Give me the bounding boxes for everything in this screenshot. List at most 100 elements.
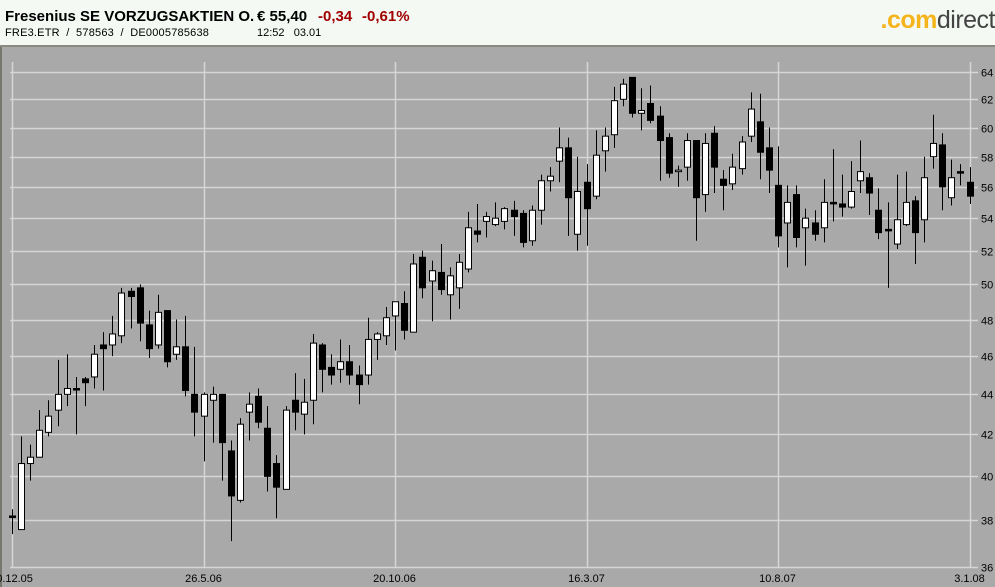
candle-body-up <box>529 209 536 242</box>
y-tick-label: 36 <box>981 563 993 575</box>
candle-body-up <box>36 429 43 458</box>
y-tick-label: 40 <box>981 472 993 484</box>
candle-body-up <box>748 108 755 137</box>
candle-body-down <box>356 374 363 386</box>
candle-body-up <box>337 361 344 370</box>
candle-body-down <box>666 137 673 174</box>
candle-body-up <box>492 217 499 226</box>
y-tick-label: 44 <box>981 390 993 402</box>
candle-body-down <box>757 121 764 153</box>
candle-body-down <box>401 303 408 331</box>
comdirect-logo: .comdirect <box>880 6 995 34</box>
candle-body-up <box>538 180 545 211</box>
candle-body-up <box>55 393 62 411</box>
chart-left-border <box>0 47 2 587</box>
candle-body-up <box>155 311 162 346</box>
candle-body-down <box>346 361 353 376</box>
candle-body-down <box>100 344 107 350</box>
candle-body-down <box>885 228 892 232</box>
candle-body-up <box>684 140 691 168</box>
candle-body-down <box>137 287 144 324</box>
candle-body-down <box>830 201 837 205</box>
candle-body-up <box>237 423 244 501</box>
quote-time: 12:52 03.01 <box>257 27 322 39</box>
price-change: -0,34 <box>318 8 353 25</box>
candle-body-up <box>201 393 208 417</box>
y-tick-label: 62 <box>981 95 993 107</box>
candle-body-up <box>447 275 454 296</box>
candle-body-down <box>875 209 882 234</box>
candle-body-up <box>483 216 490 222</box>
x-tick-label: 3.1.08 <box>954 573 985 585</box>
candle-body-down <box>82 378 89 384</box>
candle-body-down <box>693 140 700 199</box>
candle-body-up <box>173 346 180 355</box>
candle-body-up <box>857 171 864 182</box>
candle-body-up <box>501 208 508 222</box>
candle-body-down <box>128 290 135 298</box>
candle-body-down <box>511 209 518 218</box>
candle-body-down <box>9 515 16 518</box>
x-tick-label: 16.3.07 <box>568 573 605 585</box>
candle-body-up <box>109 333 116 346</box>
x-tick-label: 10.8.07 <box>759 573 796 585</box>
candle-body-up <box>210 393 217 401</box>
candle-body-down <box>328 366 335 376</box>
candle-body-down <box>273 463 280 488</box>
candle-body-up <box>948 177 955 199</box>
candle-body-up <box>374 333 381 340</box>
candle-body-up <box>894 219 901 245</box>
candle-body-down <box>967 181 974 197</box>
candle-body-down <box>939 144 946 188</box>
y-tick-label: 56 <box>981 183 993 195</box>
candlestick-chart: 64 62 60 58 56 54 52 50 48 46 44 42 40 38 36 30.12.05 26… <box>0 62 993 585</box>
x-tick-label: 30.12.05 <box>0 573 33 585</box>
candle-body-up <box>283 409 290 490</box>
candle-body-up <box>547 175 554 182</box>
candle-body-up <box>802 217 809 229</box>
candle-body-down <box>584 181 591 210</box>
y-tick-label: 38 <box>981 516 993 528</box>
candle-body-up <box>383 317 390 337</box>
candle-body-up <box>118 292 125 337</box>
y-tick-label: 48 <box>981 316 993 328</box>
candle-body-down <box>711 132 718 168</box>
candle-body-down <box>793 194 800 239</box>
price-change-percent: -0,61% <box>362 8 410 25</box>
candle-body-up <box>638 109 645 114</box>
candle-body-down <box>191 393 198 413</box>
candle-body-down <box>812 222 819 235</box>
y-tick-label: 52 <box>981 247 993 259</box>
x-tick-label: 20.10.06 <box>373 573 416 585</box>
candle-body-up <box>930 142 937 158</box>
candle-body-down <box>255 395 262 423</box>
candle-body-down <box>182 346 189 391</box>
candle-body-down <box>766 147 773 171</box>
candle-body-up <box>465 227 472 270</box>
candle-body-down <box>438 271 445 291</box>
candle-body-up <box>620 83 627 100</box>
instrument-identifiers: FRE3.ETR / 578563 / DE0005785638 <box>5 27 210 39</box>
candle-body-down <box>775 184 782 237</box>
candle-body-up <box>91 353 98 378</box>
candle-body-up <box>365 338 372 376</box>
candle-body-up <box>45 415 52 433</box>
candle-body-down <box>912 200 919 234</box>
candle-body-down <box>629 76 636 114</box>
y-tick-label: 58 <box>981 153 993 165</box>
candle-body-up <box>702 142 709 196</box>
y-tick-label: 60 <box>981 124 993 136</box>
candle-body-up <box>729 166 736 185</box>
candle-body-up <box>574 191 581 235</box>
candle-body-down <box>292 399 299 413</box>
y-tick-label: 54 <box>981 214 993 226</box>
candle-body-up <box>392 301 399 317</box>
candle-body-up <box>301 401 308 415</box>
candle-body-down <box>319 344 326 370</box>
candle-body-down <box>164 310 171 363</box>
candle-body-up <box>556 147 563 162</box>
candle-body-up <box>593 154 600 197</box>
candle-body-down <box>647 102 654 121</box>
candle-body-up <box>64 388 71 395</box>
candle-body-up <box>848 191 855 208</box>
